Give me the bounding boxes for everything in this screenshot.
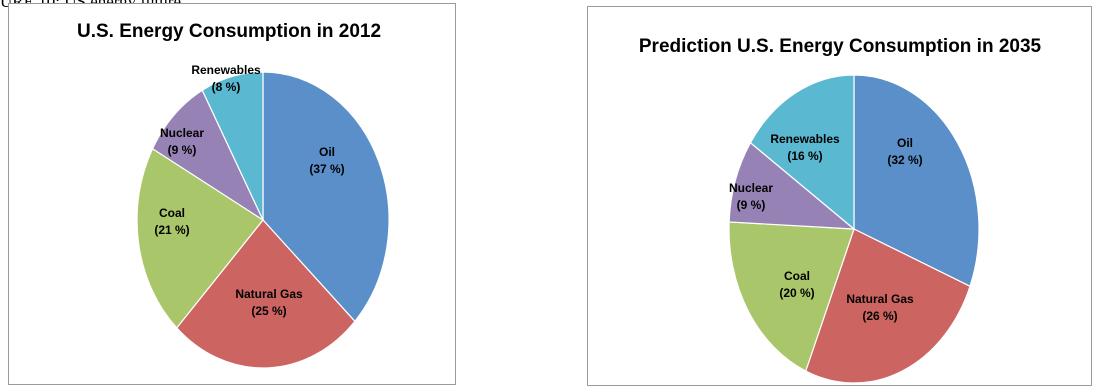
pie-slice-oil-2012 (262, 71, 390, 323)
pie-chart-2035: Prediction U.S. Energy Consumption in 20… (639, 36, 1042, 384)
slice-name-label-oil-2012: Oil (319, 145, 335, 159)
pie-slice-oil-2035 (853, 74, 980, 288)
slice-name-label-oil-2035: Oil (897, 136, 913, 150)
pie-slice-nuclear-2012 (151, 89, 265, 222)
pie-slice-natural-gas-2035 (804, 228, 971, 384)
pie-slice-nuclear-2035 (728, 141, 856, 230)
slice-percent-label-coal-2012: (21 %) (154, 223, 189, 237)
slice-name-label-renewables-2035: Renewables (770, 132, 840, 146)
slice-name-label-nuclear-2012: Nuclear (160, 126, 204, 140)
pie-slice-renewables-2035 (749, 74, 855, 231)
slice-percent-label-oil-2035: (32 %) (887, 153, 922, 167)
slice-percent-label-nuclear-2012: (9 %) (168, 143, 197, 157)
slice-name-label-natural-gas-2035: Natural Gas (846, 292, 914, 306)
slice-name-label-coal-2012: Coal (159, 206, 185, 220)
pie-chart-2012: U.S. Energy Consumption in 2012 Oil (37 %… (77, 21, 390, 369)
slice-name-label-natural-gas-2012: Natural Gas (235, 287, 303, 301)
slice-name-label-nuclear-2035: Nuclear (729, 181, 773, 195)
slice-name-label-coal-2035: Coal (784, 269, 810, 283)
chart-panel-2012: U.S. Energy Consumption in 2012 Oil (37 %… (8, 3, 456, 385)
chart-title-2012: U.S. Energy Consumption in 2012 (77, 21, 381, 42)
slice-percent-label-natural-gas-2012: (25 %) (251, 304, 286, 318)
pie-slice-coal-2035 (728, 221, 855, 372)
chart-panel-2035: Prediction U.S. Energy Consumption in 20… (587, 6, 1092, 386)
pie-slice-renewables-2012 (201, 71, 264, 221)
slice-percent-label-nuclear-2035: (9 %) (737, 198, 766, 212)
slice-name-label-renewables-2012: Renewables (191, 63, 261, 77)
chart-title-2035: Prediction U.S. Energy Consumption in 20… (639, 36, 1042, 57)
pie-slice-coal-2012 (136, 147, 264, 329)
slice-percent-label-oil-2012: (37 %) (309, 162, 344, 176)
slice-percent-label-renewables-2035: (16 %) (787, 149, 822, 163)
slice-percent-label-natural-gas-2035: (26 %) (862, 309, 897, 323)
slice-percent-label-renewables-2012: (8 %) (212, 80, 241, 94)
pie-slice-natural-gas-2012 (175, 219, 356, 369)
slice-percent-label-coal-2035: (20 %) (779, 286, 814, 300)
